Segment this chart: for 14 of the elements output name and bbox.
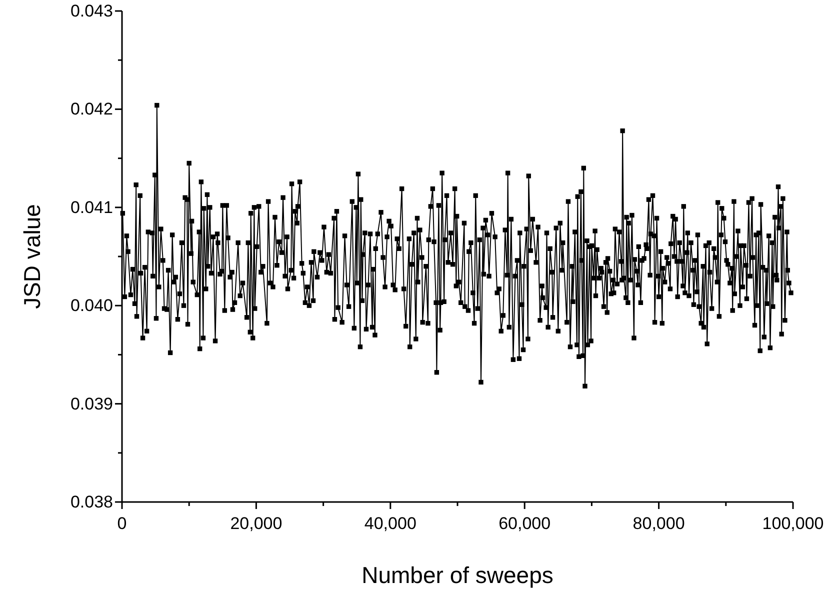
y-tick-label: 0.041 [70, 198, 113, 217]
y-tick-label: 0.039 [70, 394, 113, 414]
y-tick-label: 0.042 [70, 100, 113, 119]
x-axis-title: Number of sweeps [362, 562, 554, 588]
y-tick-label: 0.043 [70, 1, 113, 20]
x-tick-label: 60,000 [498, 514, 551, 533]
y-tick-label: 0.040 [70, 296, 113, 316]
y-axis-title: JSD value [19, 204, 45, 309]
x-tick-label: 80,000 [632, 514, 685, 533]
x-tick-label: 20,000 [230, 514, 282, 533]
y-tick-label: 0.038 [70, 492, 113, 512]
x-tick-label: 0 [117, 514, 127, 533]
x-tick-label: 100,000 [762, 514, 824, 533]
x-tick-label: 40,000 [364, 514, 416, 533]
